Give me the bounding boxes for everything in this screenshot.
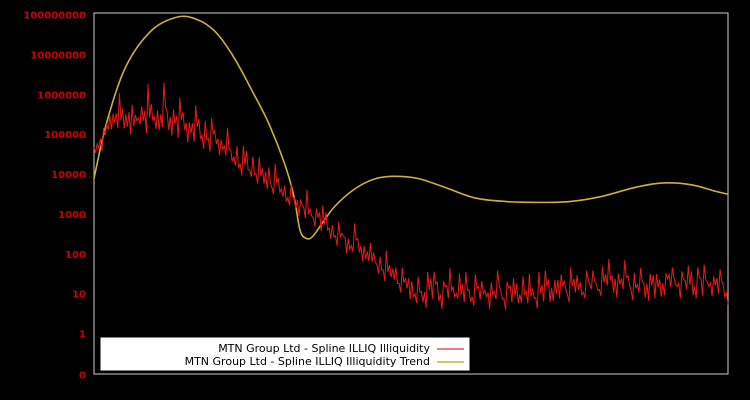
y-axis-tick-labels: 1000000001000000010000001000001000010001… (23, 11, 86, 382)
series-line-trend (93, 15, 729, 240)
legend-label-trend: MTN Group Ltd - Spline ILLIQ Illiquidity… (185, 355, 430, 368)
y-tick-label: 100000 (44, 130, 86, 141)
y-tick-label: 10000000 (30, 50, 86, 61)
legend-box (99, 336, 471, 372)
y-tick-label: 10000 (51, 170, 86, 181)
y-tick-label: 1 (79, 330, 86, 341)
legend-label-illiquidity: MTN Group Ltd - Spline ILLIQ Illiquidity (218, 342, 430, 355)
y-tick-label: 0 (79, 371, 86, 382)
chart-legend[interactable]: MTN Group Ltd - Spline ILLIQ Illiquidity… (99, 336, 471, 372)
y-tick-label: 1000 (58, 210, 86, 221)
y-tick-label: 1000000 (37, 90, 86, 101)
y-tick-label: 100000000 (23, 11, 86, 22)
series-line-illiquidity (93, 82, 729, 310)
data-series-layer (93, 15, 729, 310)
y-tick-label: 100 (65, 250, 86, 261)
y-tick-label: 10 (72, 290, 86, 301)
